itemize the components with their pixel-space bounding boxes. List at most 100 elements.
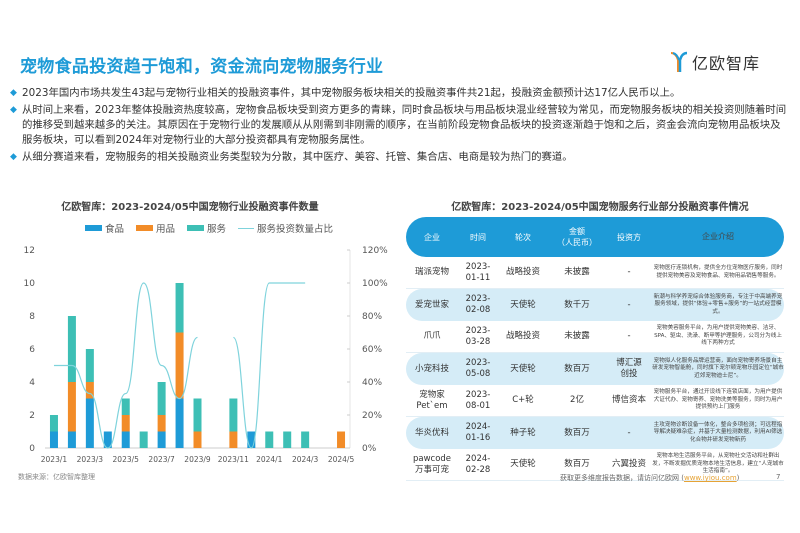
cell-round: 战略投资 (505, 267, 540, 277)
cell-round: 天使轮 (510, 459, 536, 469)
cell-intro: 新潮与科学养宠综合体验服务商，专注于中高端养宠服务领域，提供“体验+零售+服务”… (653, 293, 783, 315)
legend-swatch-icon (85, 225, 102, 231)
bar-segment (121, 415, 130, 432)
cell-round: 天使轮 (510, 299, 536, 310)
bar-segment (175, 332, 184, 399)
cell-investor: 博汇源 创投 (616, 358, 642, 379)
investment-table: 企业 时间 轮次 金额 （人民币） 投资方 企业介绍 瑞派宠物 2023- 01-… (406, 217, 784, 481)
diamond-bullet-icon: ◆ (10, 105, 17, 115)
bar-segment (67, 316, 76, 382)
bar-segment (175, 398, 184, 448)
table-row: 瑞派宠物 2023- 01-11 战略投资 未披露 - 宠物医疗连锁机构，提供全方位宠物医… (406, 257, 784, 289)
y2-tick-label: 120% (362, 246, 388, 256)
y-tick-label: 6 (29, 345, 35, 355)
cell-company: 瑞派宠物 (414, 267, 449, 277)
ratio-line (232, 282, 306, 449)
bar-segment (229, 431, 238, 448)
y2-tick-label: 100% (362, 279, 388, 289)
x-tick-label: 2023/11 (218, 455, 249, 464)
logo: 亿欧智库 (670, 50, 760, 74)
header-amount-line1: 金额 (569, 227, 585, 236)
legend-line-icon (238, 227, 255, 229)
y-tick-label: 8 (29, 312, 35, 322)
x-tick-label: 2023/5 (113, 455, 140, 464)
bar-segment (265, 431, 274, 448)
diamond-bullet-icon: ◆ (10, 88, 17, 98)
bullet-text: 从时间上来看，2023年整体投融资热度较高，宠物食品板块受到资方更多的青睐，同时… (22, 104, 787, 146)
bar-segment (229, 398, 238, 432)
y2-tick-label: 0% (362, 444, 377, 454)
y-tick-label: 2 (29, 411, 35, 421)
cell-intro: 宠物拟人化服务品牌运营商，面向宠物寄养场景自主研发宠物智能舱，同时旗下宠尔顿宠物… (652, 357, 784, 379)
legend-item-food: 食品 (85, 221, 124, 235)
legend-label: 用品 (156, 224, 176, 235)
chart-title: 亿欧智库：2023-2024/05中国宠物行业投融资事件数量 (61, 202, 319, 213)
cell-investor: - (627, 331, 631, 341)
header-round: 轮次 (515, 232, 531, 242)
bullet-list: ◆ 2023年国内市场共发生43起与宠物行业相关的投融资事件，其中宠物服务板块相… (10, 86, 790, 167)
cell-company: pawcode 万事可宠 (412, 453, 452, 475)
bar-segment (157, 415, 166, 432)
x-tick-label: 2024/5 (328, 455, 355, 464)
cell-investor: - (627, 267, 631, 277)
cell-date: 2024- 01-16 (465, 422, 491, 443)
logo-text: 亿欧智库 (691, 54, 760, 73)
data-source: 数据来源：亿欧智库整理 (18, 473, 95, 481)
bar-segment (157, 382, 166, 415)
y-tick-label: 0 (29, 444, 35, 454)
bar-segment (337, 431, 346, 448)
bar-segment (85, 349, 94, 382)
table-row: 爪爪 2023- 03-28 战略投资 未披露 - 宠物美容服务平台，为用户提供宠物美容、… (406, 321, 784, 353)
x-tick-label: 2024/3 (292, 455, 319, 464)
cell-company: 爪爪 (423, 331, 441, 341)
bullet-item: ◆ 从时间上来看，2023年整体投融资热度较高，宠物食品板块受到资方更多的青睐，… (10, 103, 790, 148)
cell-company: 华炎优科 (414, 427, 449, 438)
bullet-text: 从细分赛道来看，宠物服务的相关投融资业务类型较为分散，其中医疗、美容、托管、集合… (22, 151, 573, 163)
cell-intro: 宠物服务平台，通过开设线下连锁店面，为用户提供犬证代办、宠物寄养、宠物洗美等服务… (653, 389, 783, 411)
y-tick-label: 10 (24, 279, 36, 289)
bar-segment (67, 382, 76, 432)
x-tick-label: 2023/9 (184, 455, 211, 464)
bar-segment (139, 431, 148, 448)
cell-investor: - (627, 427, 631, 438)
cell-company: 爱宠世家 (414, 299, 449, 310)
x-tick-label: 2024/1 (256, 455, 283, 464)
bar-segment (301, 431, 310, 448)
header-investor: 投资方 (617, 232, 641, 242)
x-tick-label: 2023/7 (148, 455, 175, 464)
bar-segment (49, 415, 58, 432)
bar-segment (85, 398, 94, 448)
y2-tick-label: 80% (362, 312, 382, 322)
bar-segment (103, 431, 112, 448)
bar-segment (157, 431, 166, 448)
header-company: 企业 (424, 232, 440, 242)
cell-intro: 宠物医疗连锁机构，提供全方位宠物医疗服务，同时提供宠物美容及宠物食品、宠物用品销… (653, 265, 783, 279)
x-tick-label: 2023/3 (77, 455, 104, 464)
y-tick-label: 4 (29, 378, 35, 388)
table-row: 华炎优科 2024- 01-16 种子轮 数百万 - 主攻宠物诊断设备一体化，整合多项检测… (406, 417, 784, 449)
cell-investor: 博信资本 (611, 395, 646, 405)
table-body: 瑞派宠物 2023- 01-11 战略投资 未披露 - 宠物医疗连锁机构，提供全方位宠物医… (406, 257, 784, 481)
footer-text: 获取更多维度报告数据，请访问亿欧网 ( (560, 474, 684, 482)
cell-round: C+轮 (512, 395, 534, 405)
bar-segment (193, 398, 202, 432)
page-number: 7 (776, 473, 781, 481)
cell-amount: 数百万 (564, 459, 590, 469)
table-header: 企业 时间 轮次 金额 （人民币） 投资方 企业介绍 (406, 217, 784, 257)
cell-date: 2024- 02-28 (465, 453, 491, 475)
bar-segment (283, 431, 292, 448)
cell-round: 天使轮 (510, 363, 536, 374)
bar-segment (85, 382, 94, 399)
cell-date: 2023- 02-08 (465, 294, 491, 315)
legend-swatch-icon (136, 225, 154, 231)
y2-tick-label: 20% (362, 411, 382, 421)
website-link[interactable]: www.iyiou.com (683, 474, 737, 482)
cell-company: 小宠科技 (414, 363, 449, 374)
cell-amount: 未披露 (564, 331, 590, 341)
header-date: 时间 (470, 232, 486, 242)
y2-tick-label: 40% (362, 378, 382, 388)
footer-note: 获取更多维度报告数据，请访问亿欧网 (www.iyiou.com) (560, 473, 739, 483)
legend-label: 食品 (105, 224, 125, 235)
table-row: pawcode 万事可宠 2024- 02-28 天使轮 数百万 六翼投资 宠物本地生活服… (406, 449, 784, 481)
